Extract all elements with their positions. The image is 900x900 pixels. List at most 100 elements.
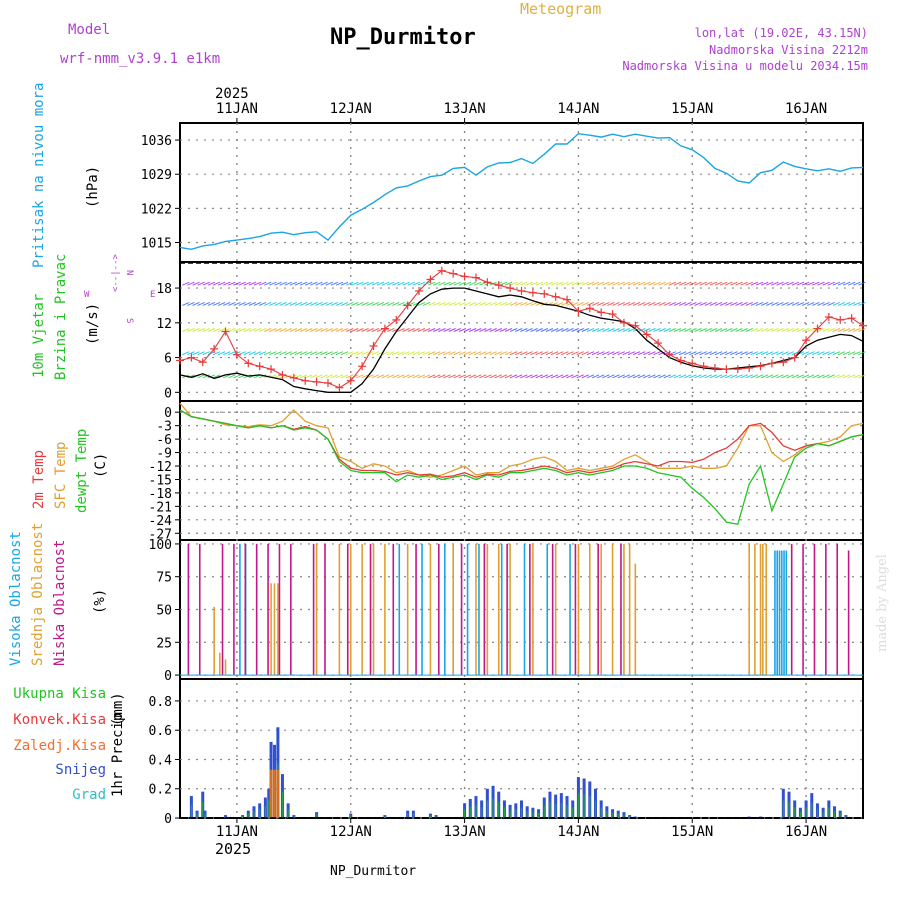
precip-overlay-bar <box>572 807 574 818</box>
wind-vector-mark <box>719 374 728 379</box>
precip-overlay-bar <box>629 816 631 818</box>
rain-bar <box>276 769 280 818</box>
wind-vector-mark <box>274 351 282 356</box>
wind-vector-mark <box>817 351 825 356</box>
wind-vector-mark <box>212 374 221 379</box>
y-tick-label: -24 <box>149 514 173 529</box>
precip-unit: (mm) <box>110 692 126 726</box>
wind-vector-mark <box>509 301 518 306</box>
wind-vector-mark <box>371 281 380 286</box>
wind-vector-mark <box>356 301 364 306</box>
wind-vector-mark <box>443 281 451 286</box>
wind-vector-mark <box>192 328 200 332</box>
cloud-label-low: Niska Oblacnost <box>52 540 68 666</box>
wind-vector-mark <box>217 328 226 332</box>
wind-vector-mark <box>576 328 584 332</box>
wind-vector-mark <box>668 328 677 332</box>
day-label-bottom: 12JAN <box>330 824 372 840</box>
wind-vector-mark <box>637 301 646 306</box>
precip-overlay-bar <box>839 813 841 818</box>
wind-vector-mark <box>561 281 569 286</box>
wind-vector-mark <box>689 374 697 379</box>
y-tick-label: 100 <box>149 538 172 553</box>
wind-vector-mark <box>253 328 262 332</box>
precip-overlay-bar <box>247 813 249 818</box>
precip-overlay-bar <box>316 814 318 818</box>
wind-vector-mark <box>484 351 492 356</box>
wind-vector-mark <box>807 374 815 379</box>
wind-vector-mark <box>335 351 344 356</box>
wind-vector-mark <box>653 281 661 286</box>
precip-overlay-bar <box>594 800 597 818</box>
cloud-label-high: Visoka Oblacnost <box>8 531 24 666</box>
wind-vector-mark <box>402 351 410 356</box>
wind-vector-mark <box>448 374 456 379</box>
precip-overlay-bar <box>566 804 568 818</box>
wind-vector-mark <box>248 281 257 286</box>
wind-vector-mark <box>673 374 682 379</box>
wind-vector-mark <box>202 301 210 306</box>
wind-vector-mark <box>832 328 841 332</box>
wind-vector-mark <box>781 328 789 332</box>
wind-vector-mark <box>766 301 774 306</box>
wind-vector-mark <box>745 328 753 332</box>
wind-vector-mark <box>791 328 800 332</box>
day-label-bottom: 14JAN <box>557 824 599 840</box>
wind-vector-mark <box>207 374 216 379</box>
wind-vector-mark <box>719 328 728 332</box>
wind-vector-mark <box>397 301 405 306</box>
precip-overlay-bar <box>845 816 847 818</box>
precip-overlay-bar <box>833 810 836 818</box>
wind-vector-mark <box>397 374 405 379</box>
wind-vector-mark <box>607 281 615 286</box>
wind-vector-mark <box>591 351 600 356</box>
y-tick-label: 75 <box>156 571 172 586</box>
wind-vector-mark <box>602 351 610 356</box>
wind-vector-mark <box>673 328 682 332</box>
wind-vector-mark <box>663 301 671 306</box>
wind-vector-mark <box>310 328 318 332</box>
wind-vector-mark <box>530 374 538 379</box>
wind-vector-mark <box>504 374 513 379</box>
location-lonlat: lon,lat (19.02E, 43.15N) <box>695 26 868 40</box>
wind-vector-mark <box>330 328 339 332</box>
wind-vector-mark <box>545 374 554 379</box>
precip-overlay-bar <box>822 811 824 818</box>
wind-vector-mark <box>202 351 210 356</box>
wind-vector-mark <box>484 374 492 379</box>
wind-vector-mark <box>335 374 344 379</box>
y-tick-label: 18 <box>156 282 172 297</box>
wind-vector-mark <box>448 301 456 306</box>
wind-vector-mark <box>386 281 395 286</box>
cloud-label-mid: Srednja Oblacnost <box>30 523 46 666</box>
wind-vector-mark <box>407 281 415 286</box>
wind-vector-mark <box>489 328 497 332</box>
wind-vector-mark <box>673 351 682 356</box>
wind-vector-mark <box>315 301 323 306</box>
wind-vector-mark <box>858 351 866 356</box>
wind-vector-mark <box>786 374 794 379</box>
wind-vector-mark <box>494 374 502 379</box>
wind-vector-mark <box>509 374 518 379</box>
wind-vector-mark <box>781 374 789 379</box>
wind-unit: (m/s) <box>85 303 101 345</box>
wind-vector-mark <box>453 374 461 379</box>
wind-vector-mark <box>443 328 451 332</box>
wind-vector-mark <box>678 351 687 356</box>
wind-vector-mark <box>412 351 420 356</box>
wind-vector-mark <box>545 328 554 332</box>
wind-vector-mark <box>822 374 830 379</box>
wind-vector-mark <box>366 351 374 356</box>
wind-vector-mark <box>632 374 641 379</box>
wind-vector-mark <box>530 301 538 306</box>
precip-overlay-bar <box>555 803 557 818</box>
year-bottom: 2025 <box>215 840 251 858</box>
wind-vector-mark <box>684 281 692 286</box>
wind-vector-mark <box>694 301 702 306</box>
wind-vector-mark <box>709 374 718 379</box>
wind-vector-mark <box>730 328 738 332</box>
wind-vector-mark <box>858 281 866 286</box>
wind-vector-mark <box>356 328 364 332</box>
wind-vector-mark <box>694 351 702 356</box>
wind-vector-mark <box>223 374 231 379</box>
